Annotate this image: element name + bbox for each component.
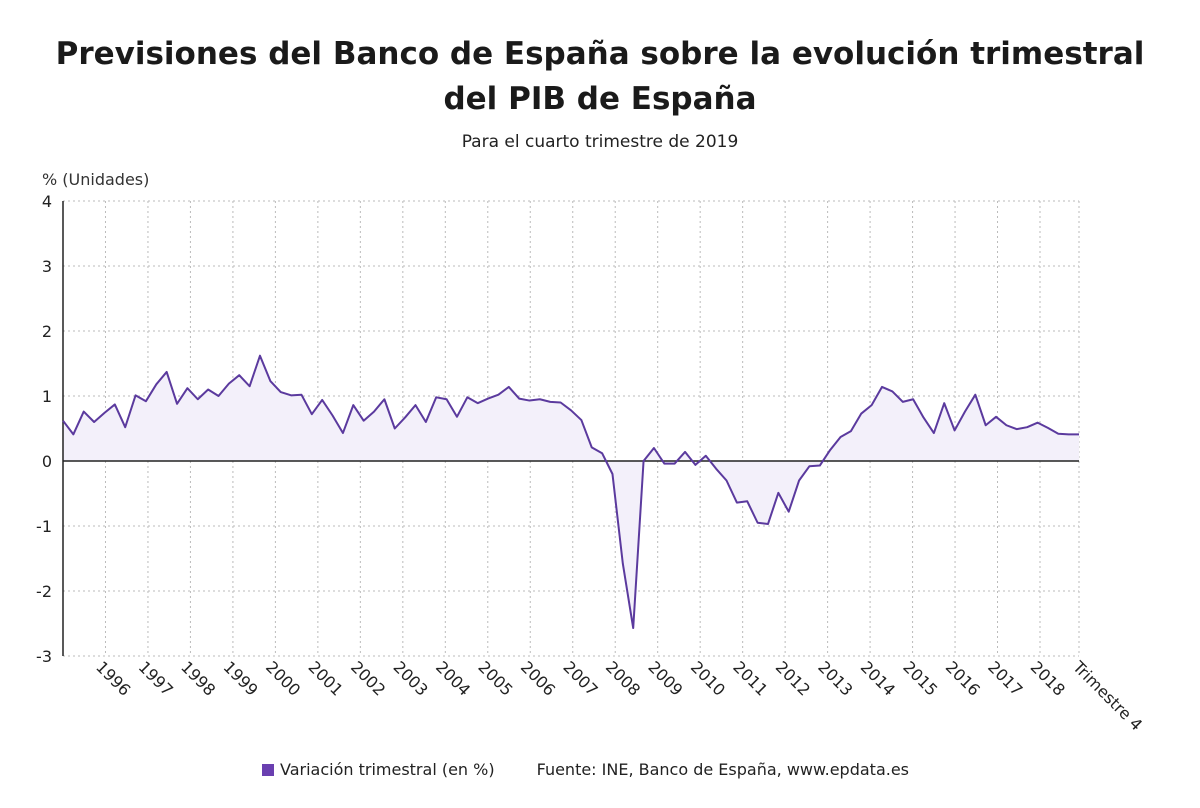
x-tick-label: 1998 <box>177 657 219 699</box>
chart-subtitle: Para el cuarto trimestre de 2019 <box>461 132 739 152</box>
y-tick-label: 3 <box>42 257 52 276</box>
x-tick-label: 2005 <box>474 657 516 699</box>
x-tick-label: 2010 <box>687 657 729 699</box>
x-tick-label: 2014 <box>857 657 899 699</box>
x-tick-label: 2017 <box>984 657 1026 699</box>
x-tick-label: 2018 <box>1027 657 1069 699</box>
x-axis-ticks: 1996 1997 1998 1999 2000 2001 2002 2003 2004 2005… <box>92 657 1146 735</box>
x-tick-label: 2013 <box>814 657 856 699</box>
x-tick-label: 2016 <box>942 657 984 699</box>
legend-label[interactable]: Variación trimestral (en %) <box>280 760 495 779</box>
x-tick-label: 2006 <box>517 657 559 699</box>
y-tick-label: -3 <box>36 647 52 666</box>
y-tick-label: 2 <box>42 322 52 341</box>
y-tick-label: 4 <box>42 192 52 211</box>
x-tick-label: 2011 <box>729 657 771 699</box>
y-tick-label: 0 <box>42 452 52 471</box>
y-tick-label: 1 <box>42 387 52 406</box>
x-tick-label: 2008 <box>602 657 644 699</box>
legend: Variación trimestral (en %) Fuente: INE,… <box>262 760 909 779</box>
x-tick-label: 2000 <box>262 657 304 699</box>
source-note: Fuente: INE, Banco de España, www.epdata… <box>536 760 910 779</box>
series-line[interactable] <box>62 354 1079 630</box>
legend-swatch <box>262 763 274 776</box>
chart-title: Previsiones del Banco de España sobre la… <box>55 36 1145 117</box>
x-tick-label: 2009 <box>644 657 686 699</box>
y-tick-label: -2 <box>36 582 52 601</box>
x-tick-label: 2002 <box>347 657 389 699</box>
x-tick-label: 1999 <box>220 657 262 699</box>
y-axis-ticks: -3 -2 -1 0 1 2 3 4 <box>36 192 52 666</box>
x-tick-label: 2015 <box>899 657 941 699</box>
x-tick-label: 2012 <box>772 657 814 699</box>
y-tick-label: -1 <box>36 517 52 536</box>
x-tick-label: 2003 <box>390 657 432 699</box>
x-tick-label: 2007 <box>559 657 601 699</box>
x-tick-label: 1996 <box>92 657 134 699</box>
y-axis-label: % (Unidades) <box>42 170 149 189</box>
x-tick-label: Trimestre 4 <box>1068 657 1146 735</box>
x-tick-label: 2001 <box>305 657 347 699</box>
x-tick-label: 2004 <box>432 657 474 699</box>
x-tick-label: 1997 <box>135 657 177 699</box>
series-area <box>63 355 1079 629</box>
grid-lines <box>63 200 1080 657</box>
